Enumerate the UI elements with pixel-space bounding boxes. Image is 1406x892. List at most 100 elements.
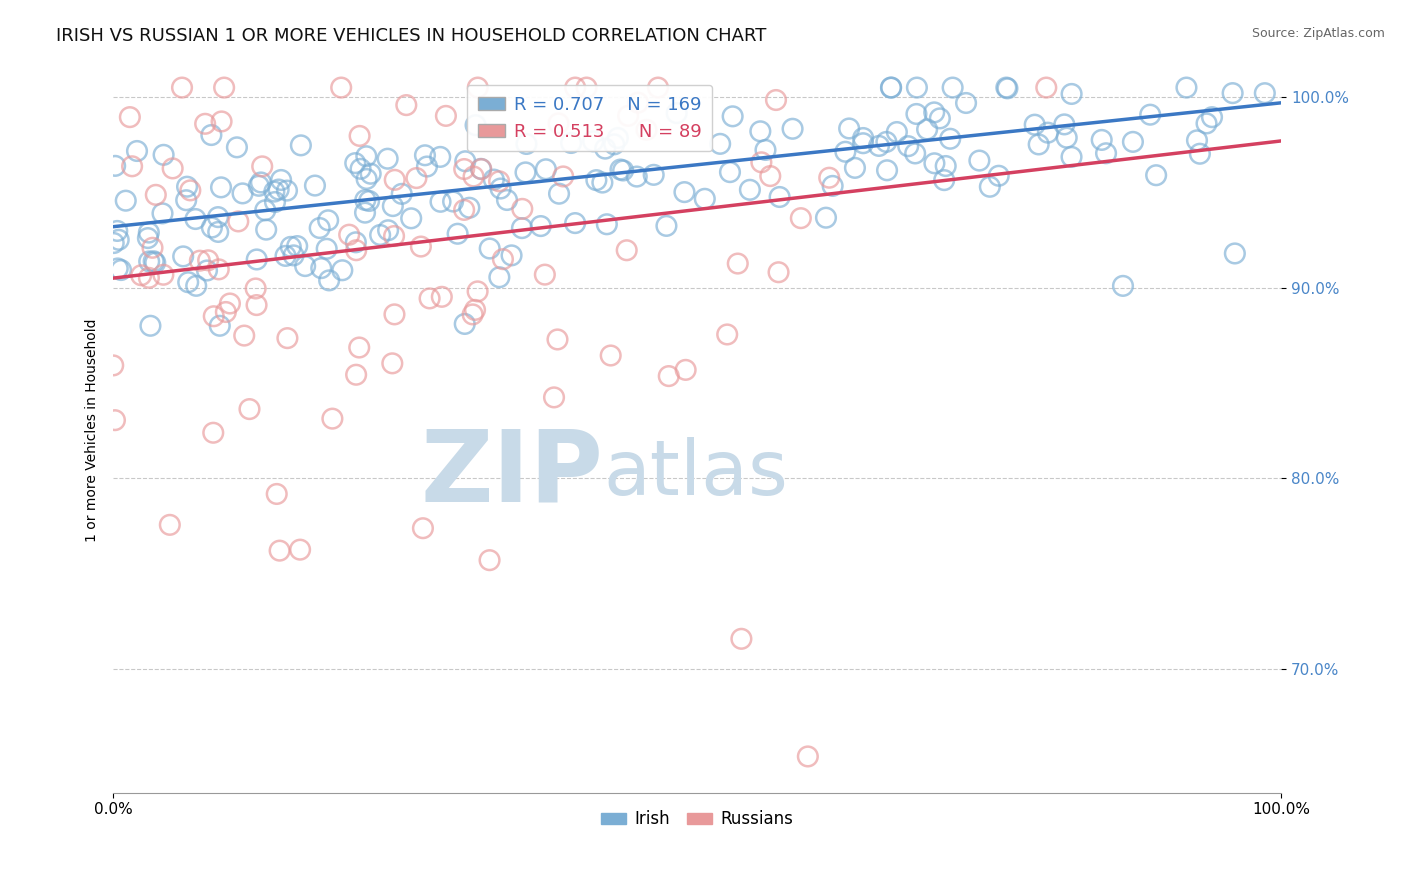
Point <box>283 248 305 262</box>
Point <box>219 296 242 310</box>
Point <box>467 285 489 299</box>
Point <box>195 263 218 277</box>
Point <box>359 194 381 208</box>
Point <box>709 136 731 151</box>
Point <box>627 95 650 110</box>
Point <box>136 231 159 245</box>
Point <box>246 252 269 267</box>
Point <box>534 162 557 177</box>
Point <box>852 131 875 145</box>
Point <box>285 239 308 253</box>
Point <box>818 170 841 185</box>
Point <box>152 268 174 282</box>
Point <box>209 180 232 194</box>
Point <box>599 349 621 363</box>
Point <box>232 186 254 201</box>
Point <box>928 112 950 126</box>
Text: atlas: atlas <box>603 437 789 511</box>
Point <box>603 137 626 152</box>
Point <box>344 368 367 382</box>
Point <box>658 369 681 384</box>
Point <box>765 93 787 107</box>
Point <box>534 268 557 282</box>
Text: ZIP: ZIP <box>420 425 603 523</box>
Point <box>419 292 441 306</box>
Point <box>716 327 738 342</box>
Point <box>266 487 288 501</box>
Point <box>464 302 486 317</box>
Point <box>274 249 297 263</box>
Point <box>172 249 194 263</box>
Point <box>924 156 946 170</box>
Point <box>391 186 413 201</box>
Point <box>905 107 928 121</box>
Text: Source: ZipAtlas.com: Source: ZipAtlas.com <box>1251 27 1385 40</box>
Point <box>496 193 519 207</box>
Point <box>142 254 165 268</box>
Point <box>212 80 235 95</box>
Point <box>211 114 233 128</box>
Point <box>177 275 200 289</box>
Point <box>935 159 957 173</box>
Point <box>381 356 404 370</box>
Point <box>838 121 860 136</box>
Point <box>434 109 457 123</box>
Point <box>782 121 804 136</box>
Point <box>409 239 432 253</box>
Point <box>510 202 533 216</box>
Point <box>585 173 607 187</box>
Point <box>294 259 316 273</box>
Point <box>405 171 427 186</box>
Point <box>270 173 292 187</box>
Point <box>478 242 501 256</box>
Point <box>1056 130 1078 145</box>
Point <box>330 263 353 277</box>
Y-axis label: 1 or more Vehicles in Household: 1 or more Vehicles in Household <box>86 318 100 542</box>
Point <box>492 252 515 267</box>
Point <box>844 161 866 175</box>
Point <box>184 212 207 227</box>
Point <box>186 278 208 293</box>
Point <box>174 193 197 207</box>
Point <box>470 162 492 177</box>
Point <box>987 169 1010 183</box>
Point <box>267 182 290 196</box>
Point <box>197 253 219 268</box>
Point <box>138 226 160 240</box>
Point <box>454 317 477 331</box>
Point <box>467 80 489 95</box>
Point <box>429 150 451 164</box>
Point <box>318 273 340 287</box>
Point <box>543 391 565 405</box>
Point <box>553 169 575 184</box>
Point <box>159 517 181 532</box>
Point <box>316 213 339 227</box>
Point <box>356 172 378 186</box>
Point <box>454 154 477 169</box>
Point <box>727 256 749 270</box>
Point <box>344 235 367 250</box>
Point <box>515 165 537 179</box>
Point <box>344 244 367 258</box>
Point <box>1036 126 1059 140</box>
Point <box>347 341 370 355</box>
Point <box>939 132 962 146</box>
Point <box>897 139 920 153</box>
Point <box>905 80 928 95</box>
Point <box>969 153 991 168</box>
Point <box>880 80 903 95</box>
Point <box>915 122 938 136</box>
Point <box>344 156 367 170</box>
Text: IRISH VS RUSSIAN 1 OR MORE VEHICLES IN HOUSEHOLD CORRELATION CHART: IRISH VS RUSSIAN 1 OR MORE VEHICLES IN H… <box>56 27 766 45</box>
Point <box>309 261 332 276</box>
Point <box>461 307 484 321</box>
Point <box>384 307 406 321</box>
Point <box>591 176 613 190</box>
Point <box>382 229 405 244</box>
Point <box>922 105 945 120</box>
Point <box>368 227 391 242</box>
Point <box>643 168 665 182</box>
Point <box>176 179 198 194</box>
Point <box>814 211 837 225</box>
Point <box>955 95 977 110</box>
